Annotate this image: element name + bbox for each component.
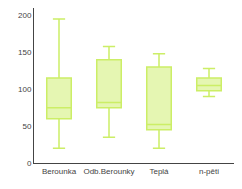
svg-text:50: 50 (22, 122, 31, 131)
svg-text:Berounka: Berounka (42, 167, 77, 176)
svg-text:0: 0 (27, 159, 32, 168)
svg-text:n-pěti: n-pěti (199, 167, 219, 176)
svg-text:Teplá: Teplá (149, 167, 169, 176)
svg-text:Odb.Berounky: Odb.Berounky (83, 167, 134, 176)
svg-text:200: 200 (18, 11, 32, 20)
svg-text:100: 100 (18, 85, 32, 94)
svg-text:150: 150 (18, 48, 32, 57)
